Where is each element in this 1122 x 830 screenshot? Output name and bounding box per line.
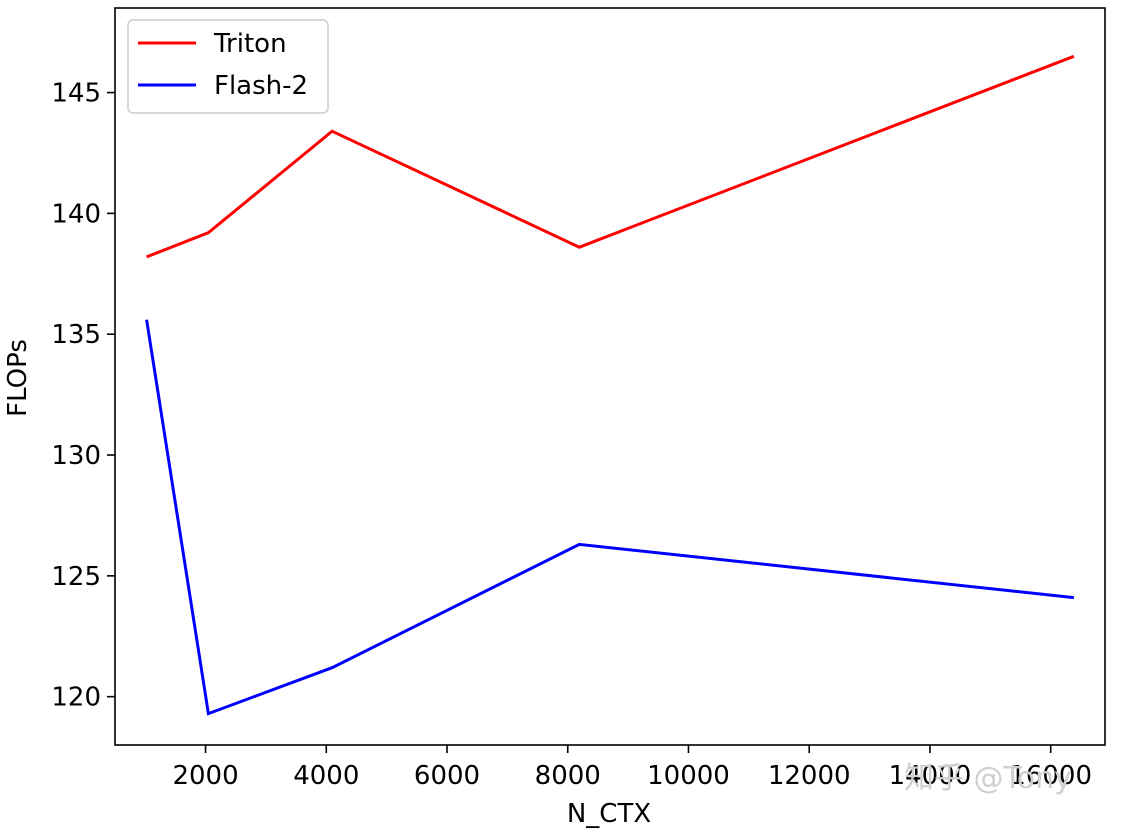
x-tick-label: 10000 [647,761,730,791]
y-tick-label: 130 [51,441,101,471]
watermark-text: 知乎 @Tony [904,761,1072,796]
plot-frame [114,7,1106,746]
x-axis-label: N_CTX [567,799,651,829]
x-tick-label: 2000 [172,761,238,791]
y-tick-label: 140 [51,199,101,229]
y-tick-label: 145 [51,79,101,109]
series-line-flash-2 [145,319,1075,716]
x-tick-label: 6000 [414,761,480,791]
series-group [145,54,1075,716]
x-tick-label: 8000 [535,761,601,791]
series-line-triton [146,54,1075,259]
y-axis-label: FLOPs [3,339,33,417]
y-tick-label: 120 [51,683,101,713]
y-tick-label: 125 [51,562,101,592]
x-tick-label: 14000 [889,761,972,791]
x-tick-label: 4000 [293,761,359,791]
x-tick-label: 12000 [768,761,851,791]
x-axis-ticks: 2000 4000 6000 8000 10000 12000 14000 16000 [172,745,1092,791]
y-axis-ticks: 120 125 130 135 140 145 [51,79,115,713]
legend: Triton Flash-2 [127,19,329,114]
y-tick-label: 135 [51,320,101,350]
legend-label-flash-2: Flash-2 [214,71,308,101]
x-tick-label: 16000 [1009,761,1092,791]
legend-label-triton: Triton [213,29,287,59]
